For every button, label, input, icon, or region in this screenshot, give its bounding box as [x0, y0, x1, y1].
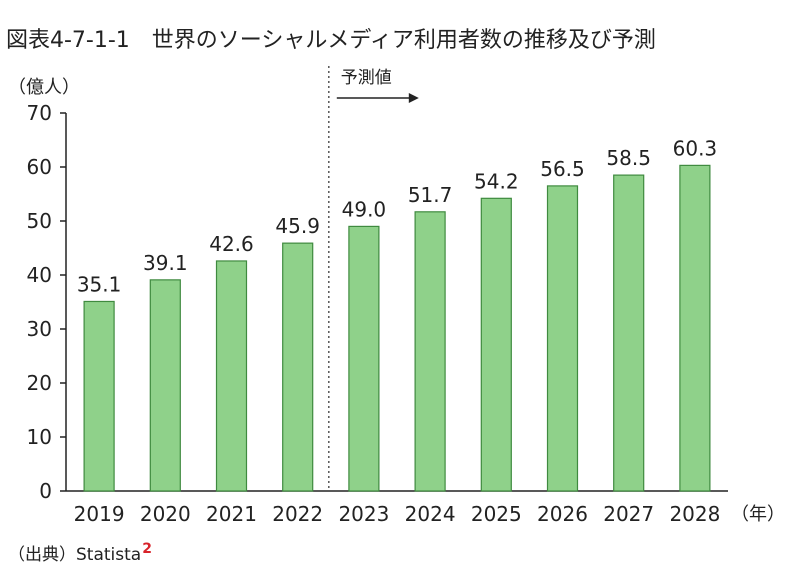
y-tick-label: 70 — [27, 101, 52, 125]
source-label: （出典）Statista — [8, 545, 142, 565]
bar — [83, 300, 115, 492]
bar-value-label: 58.5 — [606, 146, 651, 170]
bar — [679, 164, 711, 492]
bar-value-label: 42.6 — [209, 232, 254, 256]
bar — [282, 242, 314, 492]
x-tick-label: 2020 — [140, 502, 191, 526]
y-axis-unit-label: （億人） — [8, 77, 80, 98]
x-tick-label: 2019 — [74, 502, 125, 526]
bar-value-label: 51.7 — [408, 183, 453, 207]
x-tick-label: 2028 — [669, 502, 720, 526]
y-tick-label: 30 — [27, 317, 52, 341]
x-tick-label: 2023 — [338, 502, 389, 526]
bar — [613, 174, 645, 492]
x-tick-label: 2024 — [405, 502, 456, 526]
bar — [480, 197, 512, 492]
bar — [215, 260, 248, 492]
bar-value-label: 60.3 — [673, 136, 718, 160]
bar — [546, 185, 579, 492]
forecast-arrow-head — [408, 93, 419, 103]
y-tick-label: 10 — [27, 425, 52, 449]
forecast-label: 予測値 — [341, 68, 392, 88]
x-tick-label: 2026 — [537, 502, 588, 526]
bar — [414, 211, 446, 492]
x-axis-unit-label: （年） — [731, 504, 785, 525]
x-tick-label: 2027 — [603, 502, 654, 526]
x-tick-label: 2021 — [206, 502, 257, 526]
x-tick-label: 2022 — [272, 502, 323, 526]
bar — [149, 279, 181, 492]
chart-title: 図表4-7-1-1 世界のソーシャルメディア利用者数の推移及び予測 — [6, 28, 656, 53]
bar-value-label: 54.2 — [474, 169, 519, 193]
y-tick-label: 20 — [27, 371, 52, 395]
bar-value-label: 49.0 — [342, 197, 387, 221]
bar-value-label: 39.1 — [143, 251, 188, 275]
bar-value-label: 35.1 — [77, 272, 122, 296]
bar-value-label: 45.9 — [275, 214, 320, 238]
y-tick-label: 0 — [39, 479, 52, 503]
x-tick-label: 2025 — [471, 502, 522, 526]
source-footnote-number: 2 — [142, 541, 152, 558]
y-tick-label: 60 — [27, 155, 52, 179]
source-note: （出典）Statista2 — [8, 540, 152, 565]
bar-value-label: 56.5 — [540, 157, 585, 181]
bar — [348, 225, 380, 492]
y-tick-label: 50 — [27, 209, 52, 233]
y-tick-label: 40 — [27, 263, 52, 287]
